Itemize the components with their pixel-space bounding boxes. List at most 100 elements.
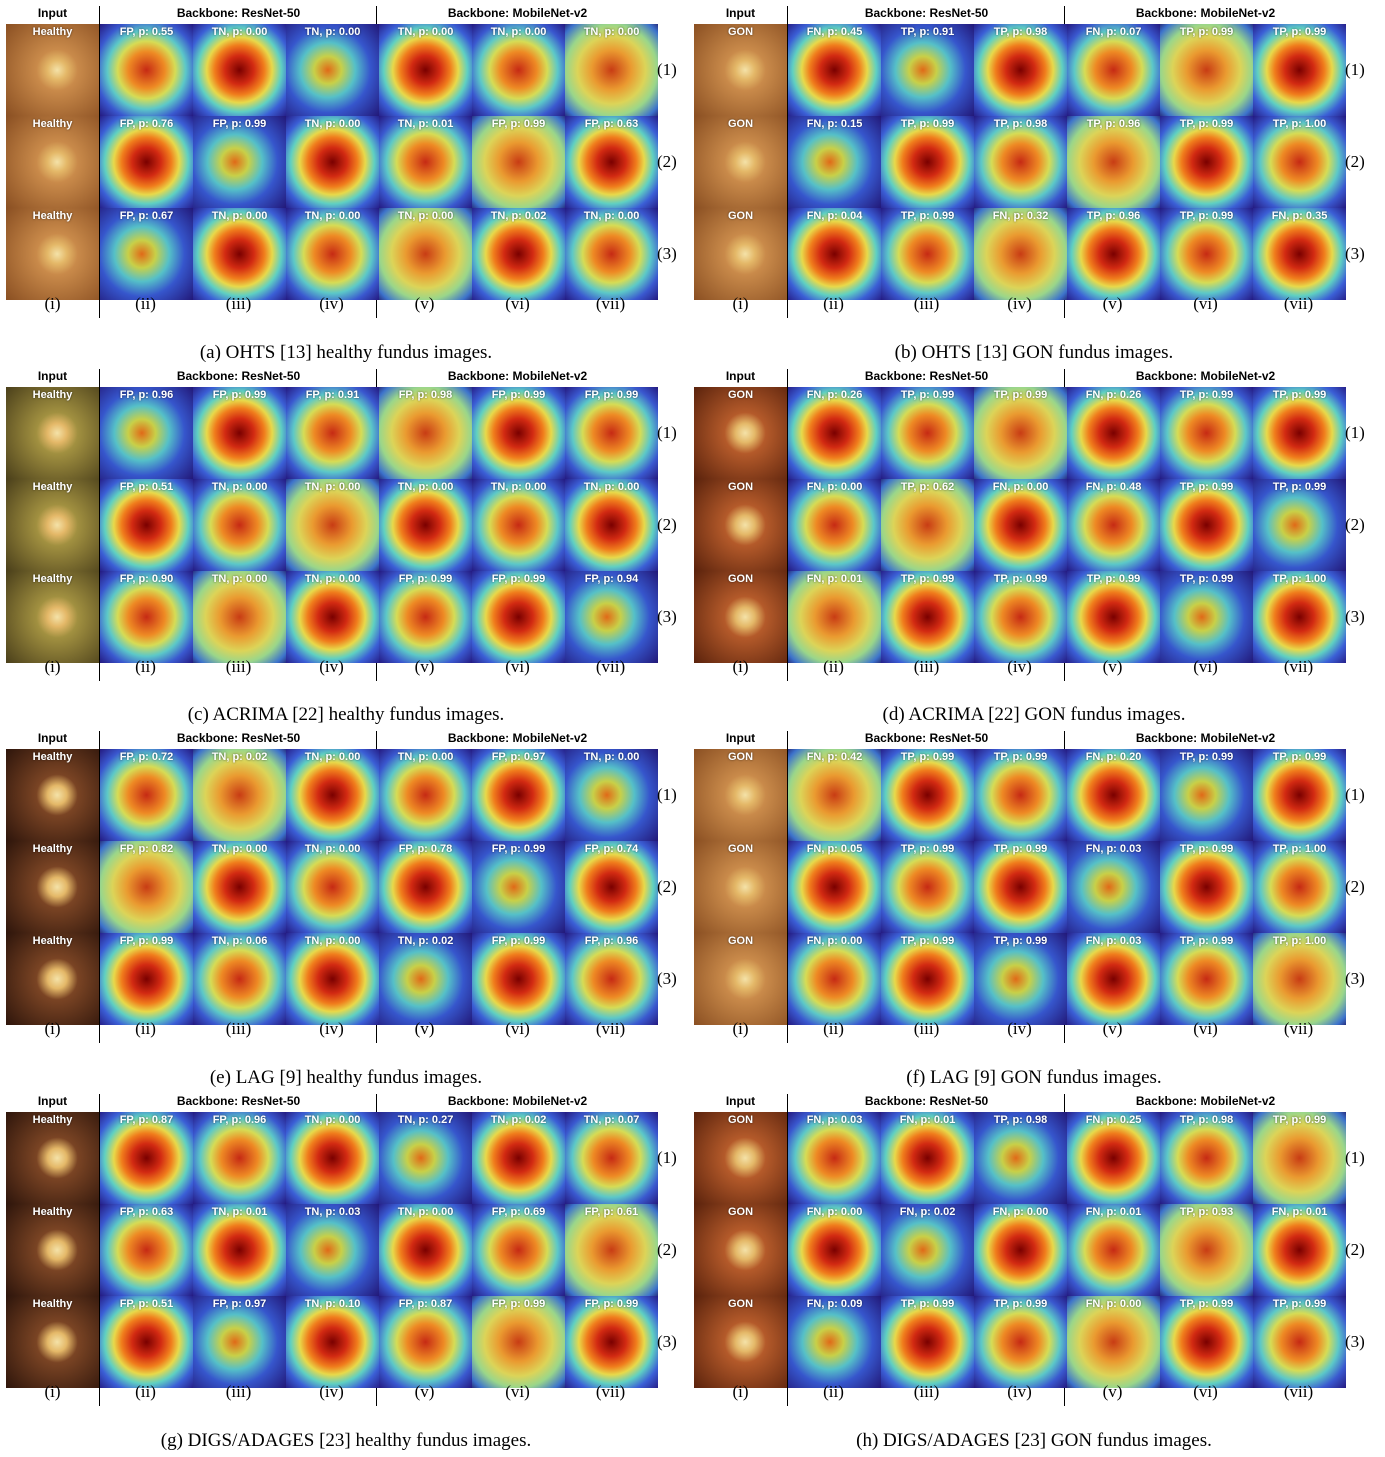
column-label: (vii) <box>1283 1382 1314 1401</box>
panel-caption: (b) OHTS [13] GON fundus images. <box>894 342 1174 363</box>
column-label: (vii) <box>595 294 626 313</box>
prediction-label: FP, p: 0.67 <box>119 210 174 222</box>
input-class-label: GON <box>727 118 754 130</box>
heatmap-image: FP, p: 0.99 <box>472 933 565 1025</box>
figure-panel: Input Backbone: ResNet-50 Backbone: Mobile… <box>694 731 1365 1093</box>
prediction-label: FP, p: 0.99 <box>398 573 453 585</box>
heatmap-image: TN, p: 0.01 <box>379 116 472 208</box>
header-backbone-mobilenet: Backbone: MobileNet-v2 <box>447 731 588 745</box>
prediction-label: TN, p: 0.00 <box>211 573 268 585</box>
heatmap-image: FP, p: 0.63 <box>565 116 658 208</box>
panel-caption: (h) DIGS/ADAGES [23] GON fundus images. <box>856 1430 1212 1451</box>
separator-input <box>99 731 100 1043</box>
fundus-image: Healthy <box>6 1112 99 1204</box>
prediction-label: TP, p: 0.99 <box>900 573 955 585</box>
heatmap-image: FN, p: 0.05 <box>788 841 881 933</box>
prediction-label: TP, p: 0.99 <box>1179 118 1234 130</box>
prediction-label: TN, p: 0.00 <box>304 935 361 947</box>
heatmap-image: TN, p: 0.00 <box>379 24 472 116</box>
column-label: (ii) <box>823 294 844 313</box>
heatmap-image: FP, p: 0.72 <box>100 749 193 841</box>
heatmap-image: TP, p: 0.98 <box>974 1112 1067 1204</box>
input-class-label: Healthy <box>32 26 73 38</box>
heatmap-image: TP, p: 1.00 <box>1253 841 1346 933</box>
heatmap-image: TP, p: 1.00 <box>1253 116 1346 208</box>
input-class-label: Healthy <box>32 1206 73 1218</box>
fundus-image: GON <box>694 933 787 1025</box>
column-label: (iv) <box>319 1382 344 1401</box>
column-label: (vi) <box>505 294 530 313</box>
column-label: (iii) <box>225 294 252 313</box>
heatmap-image: TP, p: 0.99 <box>1160 387 1253 479</box>
heatmap-image: FN, p: 0.26 <box>788 387 881 479</box>
input-class-label: Healthy <box>32 573 73 585</box>
prediction-label: FP, p: 0.99 <box>491 935 546 947</box>
prediction-label: FN, p: 0.03 <box>806 1114 863 1126</box>
header-backbone-resnet: Backbone: ResNet-50 <box>864 731 989 745</box>
column-label: (vii) <box>595 1382 626 1401</box>
header-input: Input <box>725 369 756 383</box>
prediction-label: TP, p: 1.00 <box>1272 843 1327 855</box>
column-label: (iii) <box>913 1382 940 1401</box>
prediction-label: FN, p: 0.26 <box>806 389 863 401</box>
heatmap-image: FN, p: 0.25 <box>1067 1112 1160 1204</box>
heatmap-image: FP, p: 0.90 <box>100 571 193 663</box>
fundus-image: Healthy <box>6 841 99 933</box>
prediction-label: FN, p: 0.26 <box>1085 389 1142 401</box>
prediction-label: FP, p: 0.99 <box>212 389 267 401</box>
column-label: (i) <box>732 657 749 676</box>
prediction-label: FP, p: 0.61 <box>584 1206 639 1218</box>
column-label: (v) <box>414 1382 435 1401</box>
heatmap-image: TP, p: 0.98 <box>1160 1112 1253 1204</box>
fundus-image: GON <box>694 24 787 116</box>
prediction-label: FP, p: 0.78 <box>398 843 453 855</box>
column-label: (vi) <box>1193 1382 1218 1401</box>
heatmap-image: TP, p: 0.99 <box>1067 571 1160 663</box>
header-backbone-mobilenet: Backbone: MobileNet-v2 <box>1135 1094 1276 1108</box>
fundus-image: GON <box>694 1296 787 1388</box>
header-backbone-resnet: Backbone: ResNet-50 <box>176 6 301 20</box>
heatmap-image: TP, p: 1.00 <box>1253 933 1346 1025</box>
column-label: (vi) <box>1193 1019 1218 1038</box>
input-class-label: Healthy <box>32 1298 73 1310</box>
heatmap-image: FN, p: 0.02 <box>881 1204 974 1296</box>
prediction-label: TP, p: 0.93 <box>1179 1206 1234 1218</box>
input-class-label: GON <box>727 1298 754 1310</box>
column-label: (i) <box>44 1382 61 1401</box>
heatmap-image: FP, p: 0.51 <box>100 479 193 571</box>
fundus-image: GON <box>694 479 787 571</box>
column-label: (i) <box>44 1019 61 1038</box>
prediction-label: TN, p: 0.27 <box>397 1114 454 1126</box>
prediction-label: FP, p: 0.99 <box>491 118 546 130</box>
separator-input <box>99 369 100 681</box>
prediction-label: FP, p: 0.87 <box>398 1298 453 1310</box>
prediction-label: TP, p: 0.99 <box>1179 1298 1234 1310</box>
heatmap-image: TN, p: 0.02 <box>193 749 286 841</box>
header-input: Input <box>725 731 756 745</box>
prediction-label: TN, p: 0.01 <box>397 118 454 130</box>
column-label: (i) <box>732 1382 749 1401</box>
heatmap-image: TP, p: 0.99 <box>974 749 1067 841</box>
column-label: (v) <box>414 1019 435 1038</box>
prediction-label: TN, p: 0.00 <box>583 751 640 763</box>
heatmap-image: FP, p: 0.96 <box>193 1112 286 1204</box>
heatmap-image: FP, p: 0.99 <box>472 571 565 663</box>
prediction-label: TP, p: 0.99 <box>900 935 955 947</box>
column-label: (i) <box>732 1019 749 1038</box>
prediction-label: FP, p: 0.98 <box>398 389 453 401</box>
heatmap-image: FN, p: 0.01 <box>1067 1204 1160 1296</box>
heatmap-image: FP, p: 0.63 <box>100 1204 193 1296</box>
prediction-label: FP, p: 0.94 <box>584 573 639 585</box>
column-label: (iv) <box>1007 657 1032 676</box>
heatmap-image: FP, p: 0.76 <box>100 116 193 208</box>
heatmap-image: TP, p: 0.96 <box>1067 208 1160 300</box>
prediction-label: FN, p: 0.00 <box>1085 1298 1142 1310</box>
prediction-label: FN, p: 0.15 <box>806 118 863 130</box>
column-label: (i) <box>44 294 61 313</box>
row-label: (3) <box>657 969 677 988</box>
heatmap-image: FP, p: 0.91 <box>286 387 379 479</box>
column-label: (iv) <box>319 1019 344 1038</box>
prediction-label: FN, p: 0.42 <box>806 751 863 763</box>
heatmap-image: TN, p: 0.00 <box>286 479 379 571</box>
header-backbone-mobilenet: Backbone: MobileNet-v2 <box>1135 6 1276 20</box>
